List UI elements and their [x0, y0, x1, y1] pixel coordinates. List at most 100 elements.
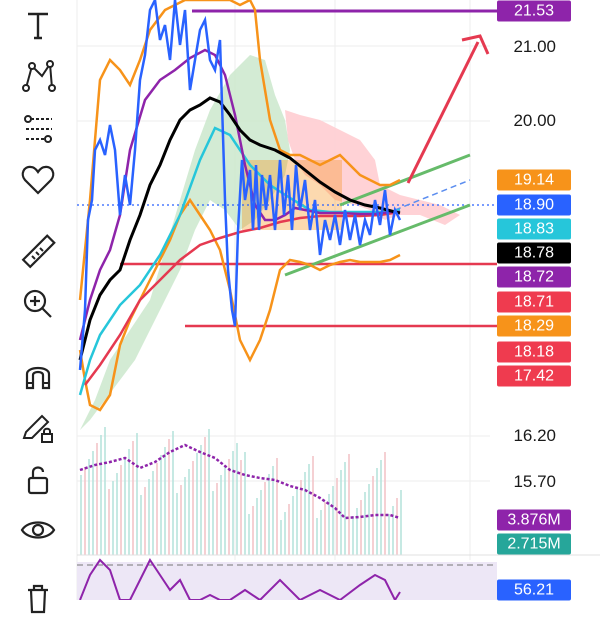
volume-bar	[152, 471, 154, 555]
volume-bar	[224, 467, 226, 555]
volume-bar	[352, 516, 354, 555]
price-badge[interactable]: 18.18	[497, 341, 571, 363]
volume-bar	[200, 445, 202, 555]
trash-icon	[28, 584, 48, 614]
pattern-icon	[22, 60, 56, 92]
volume-bar	[164, 447, 166, 555]
price-badge[interactable]: 18.71	[497, 291, 571, 313]
channel-top	[339, 153, 471, 207]
volume-bar	[240, 460, 242, 555]
volume-bar	[264, 482, 266, 555]
volume-bar	[88, 459, 90, 555]
volume-bar	[232, 451, 234, 555]
projection-arrow	[406, 41, 480, 184]
volume-bar	[144, 487, 146, 555]
price-badge[interactable]: 21.53	[497, 0, 571, 22]
volume-bar	[160, 455, 162, 555]
volume-bar	[304, 472, 306, 555]
measure-tool[interactable]	[12, 230, 64, 274]
volume-bar	[388, 514, 390, 555]
volume-bar	[320, 510, 322, 555]
price-axis-label: 21.00	[513, 37, 556, 56]
volume-bar	[328, 494, 330, 555]
volume-badge[interactable]: 3.876M	[497, 509, 571, 531]
volume-bar	[368, 484, 370, 555]
lock-all-tool[interactable]	[12, 458, 64, 502]
volume-bar	[128, 449, 130, 555]
volume-bar	[392, 506, 394, 555]
volume-bar	[244, 452, 246, 555]
volume-bar	[156, 463, 158, 555]
volume-badge[interactable]: 2.715M	[497, 533, 571, 555]
volume-bar	[104, 427, 106, 555]
chart-canvas	[76, 0, 600, 603]
eye-icon	[20, 521, 56, 539]
volume-bar	[296, 488, 298, 555]
price-axis-label: 15.70	[513, 472, 556, 491]
volume-bar	[256, 498, 258, 555]
price-chart[interactable]	[0, 0, 600, 603]
volume-bar	[132, 441, 134, 555]
projection-arrow-head	[461, 34, 490, 55]
ruler-icon	[21, 234, 56, 269]
volume-bar	[136, 433, 138, 555]
volume-bar	[280, 520, 282, 555]
pattern-tool[interactable]	[12, 54, 64, 98]
rsi-badge[interactable]: 56.21	[497, 579, 571, 601]
volume-bar	[316, 518, 318, 555]
volume-bar	[292, 496, 294, 555]
price-badge[interactable]: 18.78	[497, 242, 571, 264]
delete-tool[interactable]	[12, 576, 64, 620]
volume-bar	[80, 475, 82, 555]
volume-bar	[336, 478, 338, 555]
volume-bar	[188, 469, 190, 555]
volume-bar	[312, 456, 314, 555]
volume-bar	[112, 481, 114, 555]
price-badge[interactable]: 19.14	[497, 169, 571, 191]
price-badge[interactable]: 18.90	[497, 194, 571, 216]
favorites-tool[interactable]	[12, 158, 64, 202]
text-tool[interactable]	[12, 4, 64, 48]
volume-bar	[380, 460, 382, 555]
volume-bars	[80, 427, 402, 555]
price-axis-label: 20.00	[513, 111, 556, 130]
volume-bar	[96, 443, 98, 555]
volume-bar	[196, 453, 198, 555]
volume-bar	[120, 465, 122, 555]
drawing-toolbar	[0, 0, 76, 614]
channel-bottom	[284, 203, 471, 277]
magnet-tool[interactable]	[12, 354, 64, 398]
unlock-icon	[27, 466, 49, 495]
volume-bar	[100, 435, 102, 555]
visibility-tool[interactable]	[12, 508, 64, 552]
zoom-tool[interactable]	[12, 282, 64, 326]
volume-bar	[396, 498, 398, 555]
pencil-lock-icon	[22, 414, 53, 443]
volume-bar	[276, 458, 278, 555]
price-badge[interactable]: 17.42	[497, 365, 571, 387]
price-axis-label: 16.20	[513, 426, 556, 445]
price-badge[interactable]: 18.83	[497, 218, 571, 240]
volume-bar	[176, 493, 178, 555]
volume-bar	[212, 491, 214, 555]
volume-bar	[108, 489, 110, 555]
volume-bar	[400, 490, 402, 555]
volume-bar	[140, 495, 142, 555]
volume-bar	[116, 473, 118, 555]
volume-bar	[272, 466, 274, 555]
price-badge[interactable]: 18.29	[497, 315, 571, 337]
volume-bar	[184, 477, 186, 555]
volume-bar	[172, 431, 174, 555]
price-badge[interactable]: 18.72	[497, 266, 571, 288]
volume-bar	[216, 483, 218, 555]
volume-bar	[268, 474, 270, 555]
volume-bar	[348, 454, 350, 555]
fib-tool[interactable]	[12, 107, 64, 151]
fib-retracement-icon	[24, 115, 52, 143]
volume-bar	[192, 461, 194, 555]
lock-drawing-tool[interactable]	[12, 406, 64, 450]
volume-bar	[308, 464, 310, 555]
volume-bar	[124, 457, 126, 555]
volume-bar	[332, 486, 334, 555]
text-icon	[28, 12, 48, 40]
